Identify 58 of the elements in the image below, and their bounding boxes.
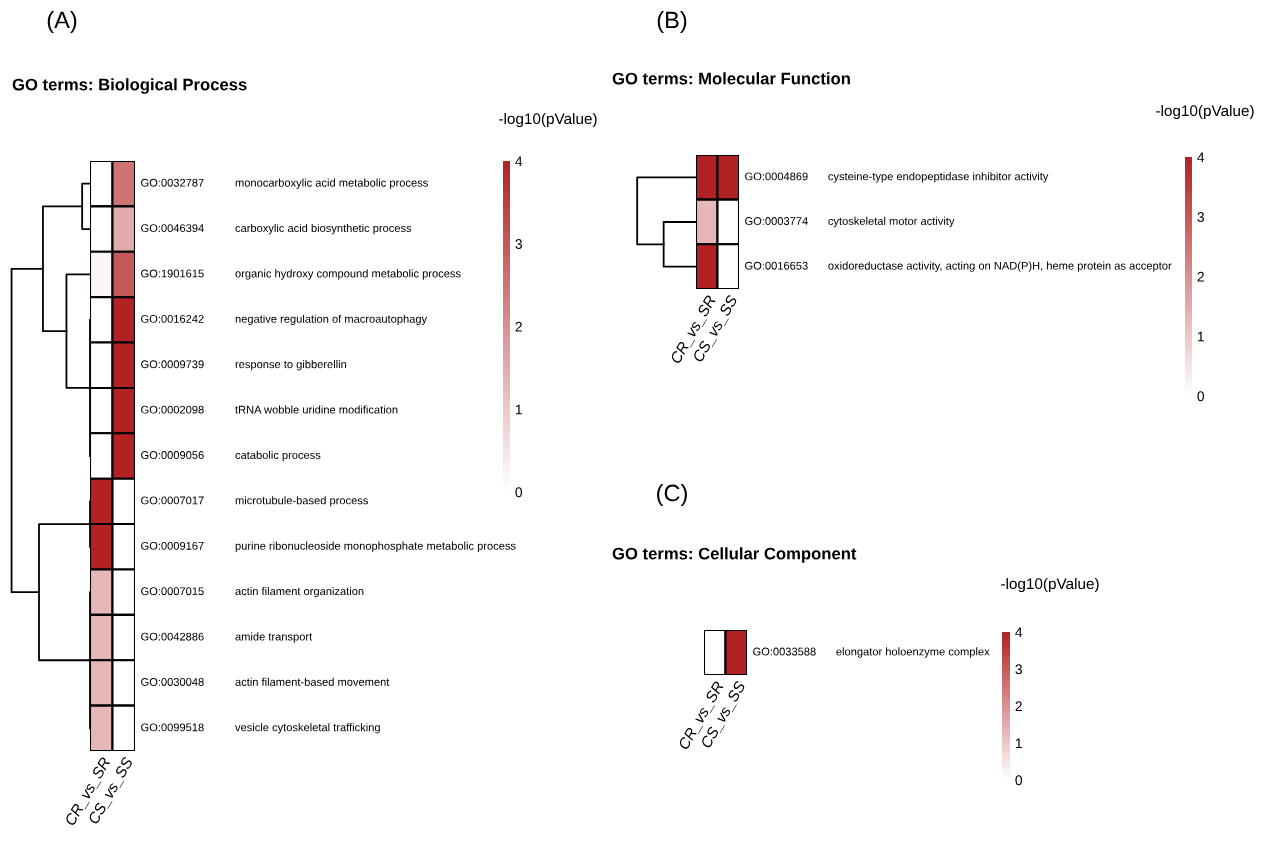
chart-title: GO terms: Molecular Function xyxy=(612,72,850,85)
y2-tick-label: tRNA wobble uridine modification xyxy=(235,405,398,414)
y2-tick-label: cytoskeletal motor activity xyxy=(828,216,955,228)
y-tick-label: GO:0016242 xyxy=(141,314,204,323)
y2-tick-label: cysteine-type endopeptidase inhibitor activity xyxy=(828,172,1049,183)
y-tick-label: GO:0016653 xyxy=(745,261,808,270)
y2-tick-label: amide transport xyxy=(235,632,313,643)
color-bar-title: -log10(pValue) xyxy=(1001,577,1099,593)
y2-tick-label: response to gibberellin xyxy=(235,360,347,371)
color-bar-title: -log10(pValue) xyxy=(499,112,597,128)
y-tick-label: GO:0007017 xyxy=(141,496,204,505)
color-bar-title: -log10(pValue) xyxy=(1156,104,1254,120)
y2-tick-label: microtubule-based process xyxy=(235,496,368,507)
color-bar-label: 0 xyxy=(1197,391,1205,402)
color-bar-label: 2 xyxy=(1197,271,1204,282)
y-tick-label: GO:0033588 xyxy=(753,647,816,656)
color-bar-label: 4 xyxy=(1015,627,1023,638)
y-tick-label: GO:0007015 xyxy=(141,587,204,596)
text: (B) xyxy=(657,11,687,33)
color-bar-label: 3 xyxy=(1015,664,1022,675)
y2-tick-label: vesicle cytoskeletal trafficking xyxy=(235,723,380,734)
chart-title: GO terms: Biological Process xyxy=(12,78,247,94)
y-tick-label: GO:0032787 xyxy=(141,178,204,187)
color-bar-label: 1 xyxy=(1015,738,1022,749)
y-tick-label: GO:0099518 xyxy=(141,723,204,732)
y2-tick-label: elongator holoenzyme complex xyxy=(836,647,990,658)
color-bar-label: 0 xyxy=(515,487,523,498)
y-tick-label: GO:0003774 xyxy=(745,217,808,225)
y2-tick-label: organic hydroxy compound metabolic process xyxy=(235,269,461,280)
y2-tick-label: carboxylic acid biosynthetic process xyxy=(235,223,412,235)
y-tick-label: GO:0009167 xyxy=(141,541,204,550)
color-bar-label: 4 xyxy=(515,156,523,167)
y-tick-label: GO:1901615 xyxy=(141,269,204,278)
y-tick-label: GO:0009739 xyxy=(141,360,204,369)
y2-tick-label: monocarboxylic acid metabolic process xyxy=(235,178,428,189)
y2-tick-label: negative regulation of macroautophagy xyxy=(235,314,428,326)
color-bar-label: 2 xyxy=(515,321,522,332)
y-tick-label: GO:0002098 xyxy=(141,405,204,414)
text: (A) xyxy=(47,11,77,33)
y2-tick-label: oxidoreductase activity, acting on NAD(P)H, heme protein as acceptor xyxy=(828,261,1172,272)
text: (C) xyxy=(657,483,687,506)
y2-tick-label: catabolic process xyxy=(235,450,321,462)
color-bar-label: 3 xyxy=(1197,212,1204,222)
y2-tick-label: actin filament-based movement xyxy=(235,677,390,686)
y2-tick-label: purine ribonucleoside monophosphate metabolic process xyxy=(235,541,516,552)
color-bar-label: 1 xyxy=(1197,331,1204,342)
color-bar-label: 2 xyxy=(1015,701,1022,712)
color-bar-label: 0 xyxy=(1015,775,1023,786)
y-tick-label: GO:0042886 xyxy=(141,632,204,641)
y-tick-label: GO:0009056 xyxy=(141,451,204,459)
y-tick-label: GO:0030048 xyxy=(141,678,204,686)
y-tick-label: GO:0004869 xyxy=(745,172,808,181)
color-bar-label: 3 xyxy=(515,239,522,249)
y-tick-label: GO:0046394 xyxy=(141,224,204,233)
chart-title: GO terms: Cellular Component xyxy=(612,547,857,563)
color-bar-label: 1 xyxy=(515,404,522,415)
y2-tick-label: actin filament organization xyxy=(235,586,364,598)
color-bar-label: 4 xyxy=(1197,152,1205,163)
